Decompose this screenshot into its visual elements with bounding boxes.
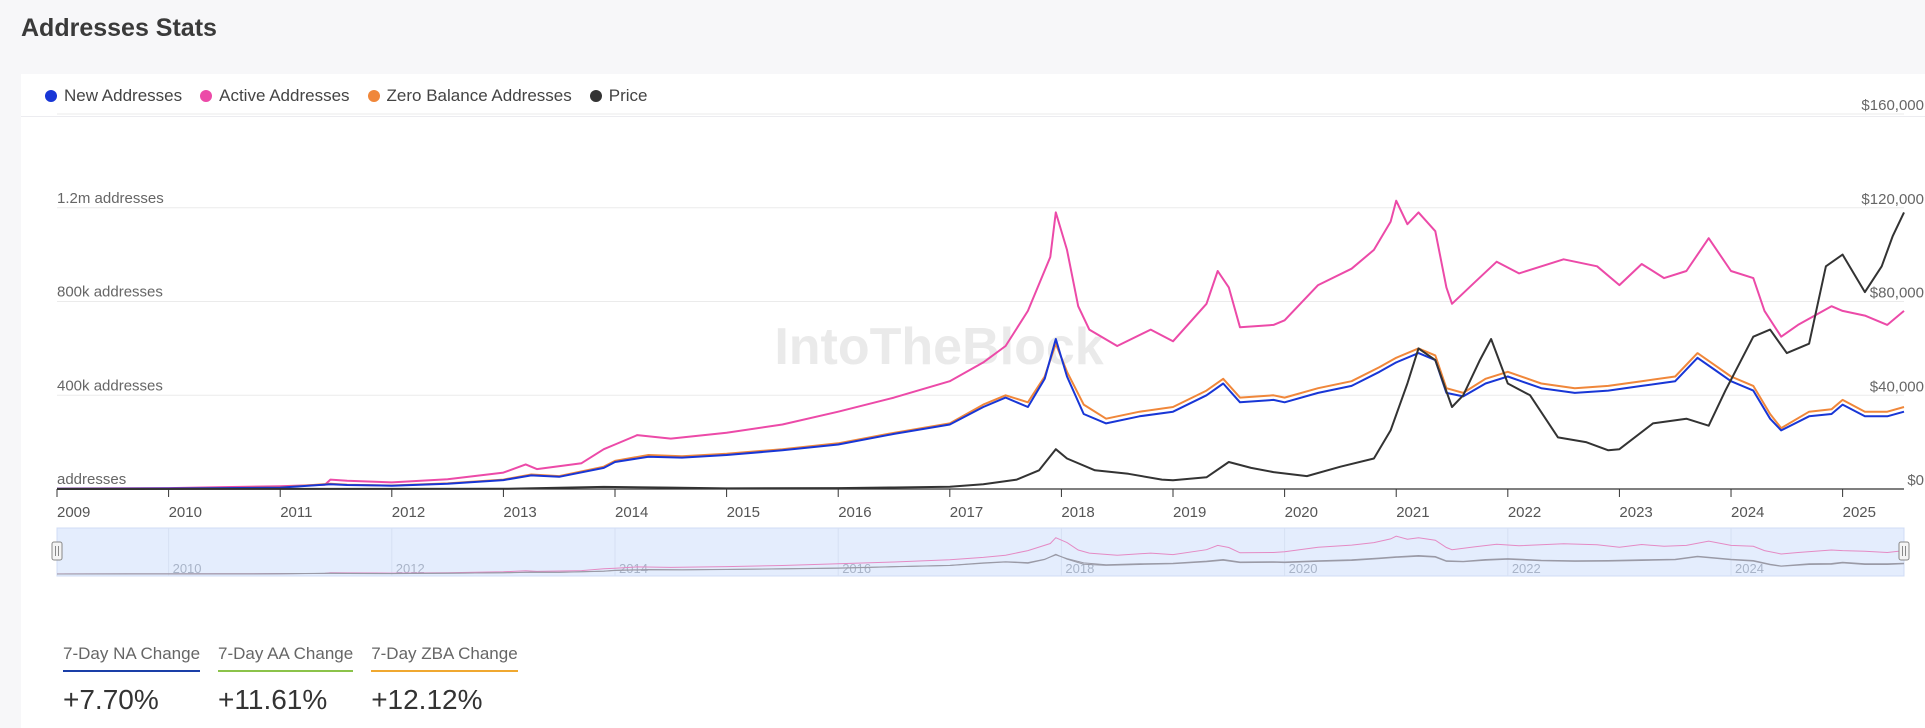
- x-tick-label: 2014: [615, 504, 648, 521]
- navigator-handle[interactable]: [51, 541, 63, 561]
- x-tick-label: 2009: [57, 504, 90, 521]
- stat-label: 7-Day NA Change: [63, 644, 201, 672]
- navigator-tick-label: 2016: [842, 561, 871, 576]
- legend-label: Zero Balance Addresses: [386, 86, 572, 105]
- legend-item-new-addresses[interactable]: New Addresses: [45, 86, 182, 106]
- x-tick-label: 2022: [1508, 504, 1541, 521]
- x-tick-label: 2010: [169, 504, 202, 521]
- stat-zba-change[interactable]: 7-Day ZBA Change +12.12%: [371, 644, 518, 716]
- y-right-tick-label: $0: [1907, 472, 1924, 489]
- y-left-tick-label: 1.2m addresses: [57, 190, 164, 207]
- x-tick-label: 2016: [838, 504, 871, 521]
- navigator-handle[interactable]: [1898, 541, 1910, 561]
- legend-item-zero-balance-addresses[interactable]: Zero Balance Addresses: [367, 86, 572, 106]
- x-tick-label: 2013: [503, 504, 536, 521]
- axes: $0 $40,000 $80,000 $120,000 $160,000 addresse…: [56, 97, 1924, 521]
- y-left-tick-label: addresses: [57, 471, 126, 488]
- stat-value: +7.70%: [63, 684, 159, 715]
- navigator-series: [57, 535, 1905, 575]
- stat-value: +11.61%: [218, 684, 328, 715]
- navigator-range: [56, 527, 1905, 577]
- stats-row: 7-Day NA Change +7.70% 7-Day AA Change +…: [63, 644, 518, 716]
- series-lines: [56, 199, 1905, 490]
- stat-aa-change[interactable]: 7-Day AA Change +11.61%: [218, 644, 354, 716]
- navigator-tick-label: 2012: [396, 561, 425, 576]
- y-left-tick-label: 800k addresses: [57, 284, 163, 301]
- x-tick-label: 2024: [1731, 504, 1764, 521]
- x-tick-label: 2020: [1285, 504, 1318, 521]
- x-tick-label: 2017: [950, 504, 983, 521]
- y-right-tick-label: $120,000: [1861, 191, 1924, 208]
- legend-divider: [21, 116, 1925, 117]
- legend-label: New Addresses: [64, 86, 183, 105]
- navigator-tick-label: 2022: [1512, 561, 1541, 576]
- x-tick-label: 2011: [280, 504, 312, 521]
- legend-label: Active Addresses: [219, 86, 350, 105]
- series-line-new-addresses: [56, 338, 1905, 490]
- legend-dot-zero-balance-addresses: [367, 90, 380, 102]
- y-right-tick-label: $160,000: [1861, 97, 1924, 114]
- y-right-tick-label: $80,000: [1870, 285, 1924, 302]
- x-tick-label: 2023: [1619, 504, 1652, 521]
- grid-lines: [57, 113, 1904, 396]
- stat-label: 7-Day ZBA Change: [371, 644, 518, 672]
- page-title: Addresses Stats: [21, 14, 217, 42]
- x-tick-label: 2021: [1396, 504, 1429, 521]
- x-tick-label: 2019: [1173, 504, 1206, 521]
- chart-card: New Addresses Active Addresses Zero Bala…: [21, 74, 1925, 728]
- navigator-series: [56, 553, 1905, 575]
- legend-item-price[interactable]: Price: [589, 86, 648, 106]
- legend-dot-price: [589, 90, 602, 102]
- chart-legend: New Addresses Active Addresses Zero Bala…: [45, 82, 647, 110]
- y-left-tick-label: 400k addresses: [57, 377, 163, 394]
- x-tick-label: 2015: [727, 504, 760, 521]
- x-tick-label: 2025: [1843, 504, 1876, 521]
- navigator-tick-label: 2010: [173, 561, 202, 576]
- x-tick-label: 2012: [392, 504, 425, 521]
- x-tick-label: 2018: [1061, 504, 1094, 521]
- stat-na-change[interactable]: 7-Day NA Change +7.70%: [63, 644, 201, 716]
- legend-item-active-addresses[interactable]: Active Addresses: [200, 86, 350, 106]
- navigator-tick-label: 2020: [1289, 561, 1318, 576]
- stat-value: +12.12%: [371, 684, 483, 715]
- navigator-tick-label: 2014: [619, 561, 648, 576]
- legend-dot-new-addresses: [45, 90, 57, 102]
- series-line-active-addresses: [56, 199, 1905, 490]
- range-navigator: 2010 2012 2014 2016 2018 2020 2022 2024: [51, 527, 1910, 577]
- legend-dot-active-addresses: [200, 90, 213, 102]
- legend-label: Price: [608, 86, 648, 105]
- y-right-tick-label: $40,000: [1870, 378, 1924, 395]
- navigator-tick-label: 2024: [1735, 561, 1764, 576]
- stat-label: 7-Day AA Change: [218, 644, 354, 672]
- series-line-price: [56, 211, 1905, 490]
- addresses-chart[interactable]: IntoTheBlock $0$40,000$80,000$120,000$16…: [21, 97, 1925, 594]
